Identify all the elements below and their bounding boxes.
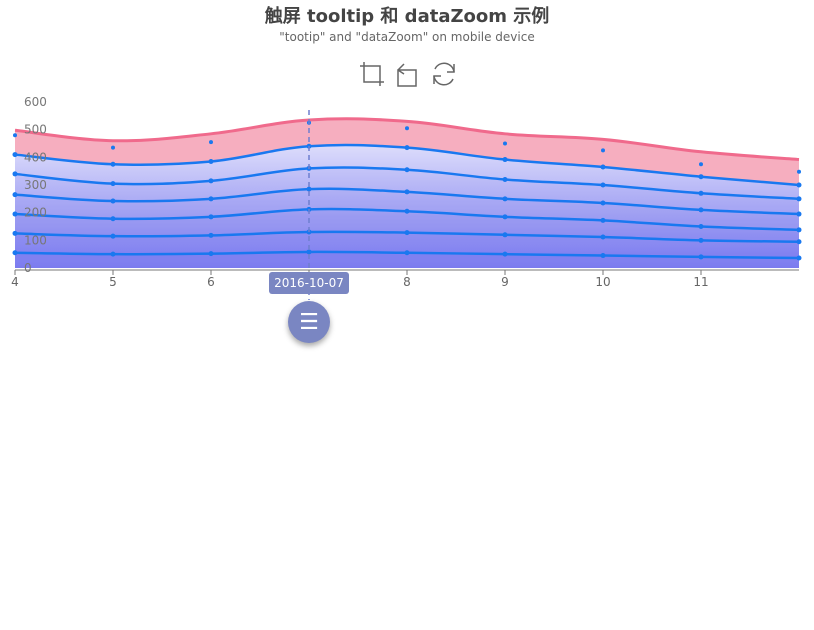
data-zoom-icon[interactable] xyxy=(358,60,386,88)
series-5-point-8[interactable] xyxy=(796,182,802,188)
series-1-point-2[interactable] xyxy=(208,232,214,238)
data-zoom-reset-icon[interactable] xyxy=(394,60,422,88)
series-2-point-8[interactable] xyxy=(796,227,802,233)
x-tick-label-8: 8 xyxy=(403,275,411,289)
tooltip-axis-label: 2016-10-07 xyxy=(269,272,349,294)
series-4-point-8[interactable] xyxy=(796,196,802,202)
y-tick-label-600: 600 xyxy=(24,95,47,109)
x-tick-label-10: 10 xyxy=(595,275,610,289)
series-5-point-7[interactable] xyxy=(698,174,704,180)
y-tick-label-200: 200 xyxy=(24,206,47,220)
y-tick-label-300: 300 xyxy=(24,178,47,192)
scatter-point-0[interactable] xyxy=(13,133,17,138)
series-1-point-1[interactable] xyxy=(110,233,116,239)
y-tick-label-400: 400 xyxy=(24,150,47,164)
series-4-point-6[interactable] xyxy=(600,182,606,188)
series-4-point-1[interactable] xyxy=(110,181,116,187)
scatter-point-5[interactable] xyxy=(503,141,507,146)
series-2-point-1[interactable] xyxy=(110,216,116,222)
x-tick-label-9: 9 xyxy=(501,275,509,289)
series-2-point-0[interactable] xyxy=(12,211,18,217)
series-2-point-7[interactable] xyxy=(698,224,704,229)
y-tick-label-100: 100 xyxy=(24,233,47,247)
series-5-point-5[interactable] xyxy=(502,157,508,163)
series-0-point-4[interactable] xyxy=(404,250,410,256)
series-5-point-0[interactable] xyxy=(12,152,18,158)
series-3-point-0[interactable] xyxy=(12,192,18,198)
series-3-point-4[interactable] xyxy=(404,189,410,195)
series-3-point-5[interactable] xyxy=(502,196,508,202)
menu-icon: ☰ xyxy=(299,309,319,335)
series-3-point-7[interactable] xyxy=(698,207,704,213)
scatter-point-2[interactable] xyxy=(209,140,213,145)
series-1-point-4[interactable] xyxy=(404,230,410,236)
series-4-point-2[interactable] xyxy=(208,178,214,184)
y-tick-label-500: 500 xyxy=(24,123,47,137)
series-0-point-6[interactable] xyxy=(600,253,606,259)
series-1-point-7[interactable] xyxy=(698,237,704,243)
series-1-point-6[interactable] xyxy=(600,234,606,240)
series-area-3 xyxy=(15,188,799,268)
series-2-point-5[interactable] xyxy=(502,214,508,220)
series-0-point-0[interactable] xyxy=(12,250,18,256)
series-4-point-0[interactable] xyxy=(12,171,18,177)
series-2-point-2[interactable] xyxy=(208,214,214,220)
scatter-point-4[interactable] xyxy=(405,126,409,131)
series-2-point-4[interactable] xyxy=(404,208,410,214)
series-0-point-2[interactable] xyxy=(208,251,214,257)
series-3-point-2[interactable] xyxy=(208,196,214,202)
series-4-point-7[interactable] xyxy=(698,190,704,196)
series-2-point-6[interactable] xyxy=(600,217,606,223)
scatter-point-8[interactable] xyxy=(797,169,801,174)
chart-title: 触屏 tooltip 和 dataZoom 示例 xyxy=(264,6,550,27)
series-1-point-3[interactable] xyxy=(306,229,312,235)
scatter-point-7[interactable] xyxy=(699,162,703,167)
x-tick-label-6: 6 xyxy=(207,275,215,289)
x-tick-label-11: 11 xyxy=(693,275,708,289)
scatter-point-1[interactable] xyxy=(111,145,115,150)
series-line-6 xyxy=(14,117,800,162)
series-5-point-6[interactable] xyxy=(600,164,606,170)
toolbox xyxy=(358,60,458,90)
y-tick-label-0: 0 xyxy=(24,261,32,275)
series-3-point-3[interactable] xyxy=(306,186,312,192)
series-3-point-6[interactable] xyxy=(600,200,606,206)
series-1-point-5[interactable] xyxy=(502,232,508,238)
menu-button[interactable]: ☰ xyxy=(288,301,330,343)
x-tick-label-5: 5 xyxy=(109,275,117,289)
x-tick-label-4: 4 xyxy=(11,275,19,289)
series-0-point-1[interactable] xyxy=(110,251,116,257)
series-area-4 xyxy=(15,167,799,268)
restore-icon[interactable] xyxy=(430,60,458,88)
series-0-point-5[interactable] xyxy=(502,251,508,257)
series-5-point-4[interactable] xyxy=(404,145,410,151)
series-5-point-1[interactable] xyxy=(110,161,116,167)
series-1-point-8[interactable] xyxy=(796,239,802,245)
series-4-point-5[interactable] xyxy=(502,176,508,182)
series-3-point-8[interactable] xyxy=(796,211,802,217)
series-1-point-0[interactable] xyxy=(12,230,18,236)
series-5-point-2[interactable] xyxy=(208,158,214,164)
series-4-point-4[interactable] xyxy=(404,167,410,173)
chart-subtitle: "tootip" and "dataZoom" on mobile device xyxy=(279,30,535,44)
series-area-1 xyxy=(15,231,799,268)
series-3-point-1[interactable] xyxy=(110,198,116,204)
scatter-point-6[interactable] xyxy=(601,148,605,153)
series-0-point-7[interactable] xyxy=(698,254,704,260)
series-0-point-3[interactable] xyxy=(306,249,312,255)
series-0-point-8[interactable] xyxy=(796,255,802,261)
